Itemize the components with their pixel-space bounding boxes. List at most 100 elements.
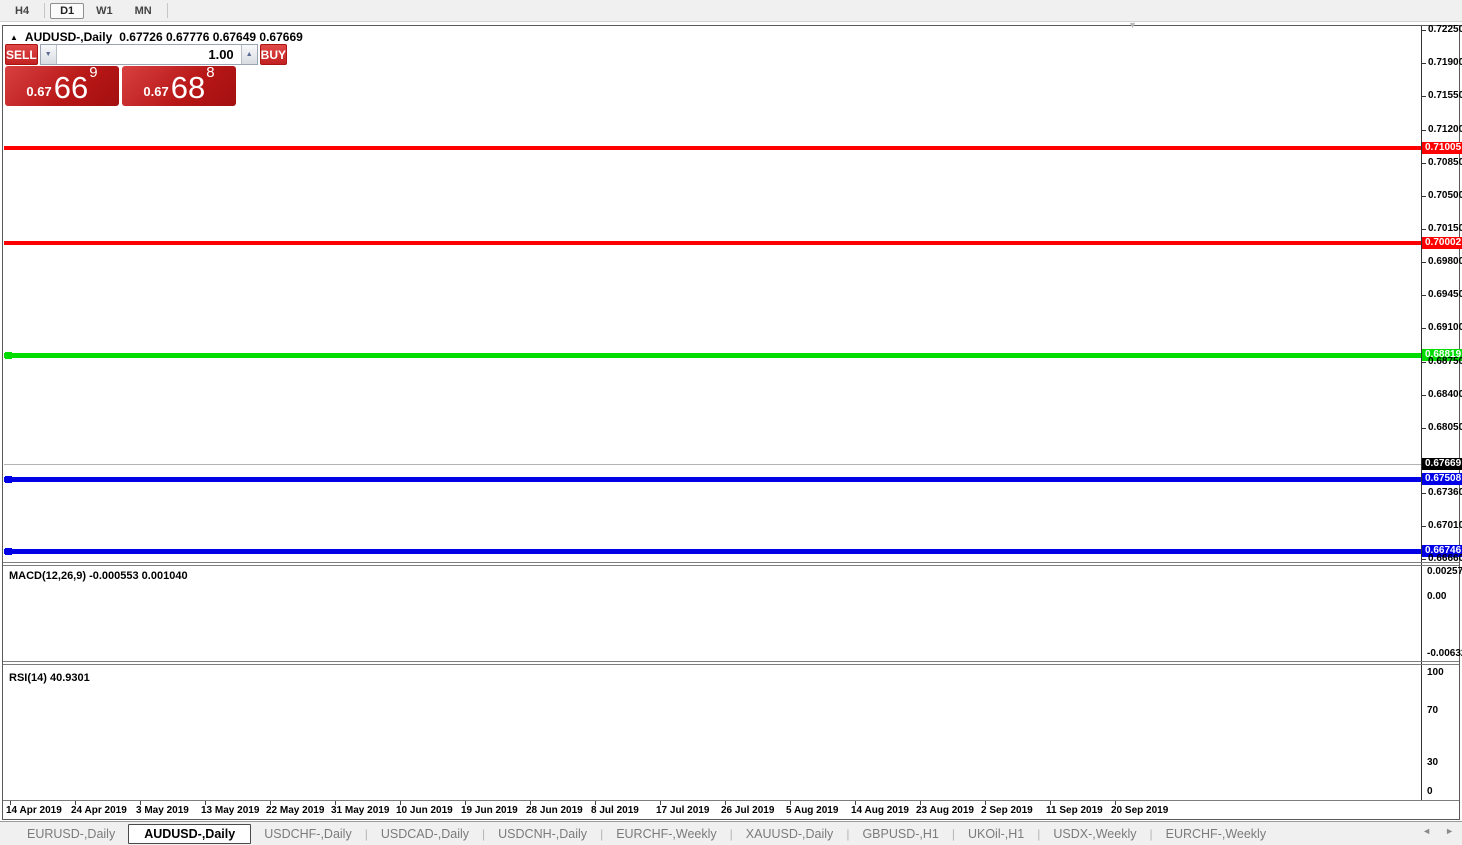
horizontal-level-line[interactable] xyxy=(4,476,1421,482)
volume-increase-icon[interactable]: ▲ xyxy=(240,45,257,64)
date-axis-label[interactable]: 11 Sep 2019 xyxy=(1046,805,1103,816)
chart-tab-usdx-weekly[interactable]: USDX-,Weekly xyxy=(1053,826,1137,841)
price-axis-tick-label[interactable]: 0.72250 xyxy=(1428,24,1462,36)
price-axis-tick-label[interactable]: 0.70150 xyxy=(1428,222,1462,234)
pane-separator[interactable] xyxy=(3,562,1459,563)
pane-separator[interactable] xyxy=(3,565,1459,566)
price-axis-tick-label[interactable]: 0.67360 xyxy=(1428,487,1462,499)
level-price-label: 0.70002 xyxy=(1422,237,1462,249)
price-axis-tick xyxy=(1421,228,1426,230)
date-axis-label[interactable]: 14 Apr 2019 xyxy=(6,805,62,816)
chart-tab-gbpusd-h1[interactable]: GBPUSD-,H1 xyxy=(862,826,939,841)
date-axis-label[interactable]: 17 Jul 2019 xyxy=(656,805,710,816)
horizontal-level-line[interactable] xyxy=(4,548,1421,554)
chart-tab-xauusd-daily[interactable]: XAUUSD-,Daily xyxy=(745,826,834,841)
date-axis-label[interactable]: 26 Jul 2019 xyxy=(721,805,775,816)
chart-tab-usdcad-daily[interactable]: USDCAD-,Daily xyxy=(380,826,470,841)
tab-scroll-left-icon[interactable]: ◄ xyxy=(1422,826,1432,836)
horizontal-level-line[interactable] xyxy=(4,241,1421,245)
date-axis-tick xyxy=(335,801,336,805)
price-axis-tick-label[interactable]: 0.70500 xyxy=(1428,189,1462,201)
price-axis-tick xyxy=(1421,559,1426,561)
sell-button[interactable]: SELL xyxy=(5,44,38,65)
buy-button[interactable]: BUY xyxy=(259,44,288,65)
date-axis-label[interactable]: 10 Jun 2019 xyxy=(396,805,453,816)
date-axis-label[interactable]: 28 Jun 2019 xyxy=(526,805,583,816)
price-axis-tick-label[interactable]: 0.69100 xyxy=(1428,322,1462,334)
volume-stepper: ▼ ▲ xyxy=(39,44,258,65)
price-axis-tick-label[interactable]: 0.68750 xyxy=(1428,355,1462,367)
date-axis-tick xyxy=(140,801,141,805)
chart-tab-eurchf-weekly[interactable]: EURCHF-,Weekly xyxy=(1165,826,1267,841)
price-axis-tick-label[interactable]: 0.67010 xyxy=(1428,520,1462,532)
date-axis-label[interactable]: 22 May 2019 xyxy=(266,805,325,816)
date-axis-label[interactable]: 20 Sep 2019 xyxy=(1111,805,1169,816)
price-axis-tick-label[interactable]: 0.69450 xyxy=(1428,289,1462,301)
one-click-trading-widget: SELL ▼ ▲ BUY 0.67 66 9 0.67 68 8 xyxy=(5,44,288,106)
chart-tab-eurusd-daily[interactable]: EURUSD-,Daily xyxy=(27,826,116,841)
date-axis-tick xyxy=(855,801,856,805)
tab-scroll-right-icon[interactable]: ► xyxy=(1445,826,1454,836)
price-axis-tick xyxy=(1421,129,1426,131)
sell-price-pip: 9 xyxy=(89,64,98,81)
symbol-period-label: AUDUSD-,Daily xyxy=(24,30,113,44)
macd-axis-label: -0.006326 xyxy=(1427,648,1462,659)
date-axis-tick xyxy=(725,801,726,805)
date-axis-label[interactable]: 3 May 2019 xyxy=(136,805,189,816)
price-axis-tick-label[interactable]: 0.69800 xyxy=(1428,256,1462,268)
date-axis-tick xyxy=(790,801,791,805)
date-axis-label[interactable]: 2 Sep 2019 xyxy=(981,805,1033,816)
collapse-panel-icon[interactable]: ▲ xyxy=(10,32,18,42)
date-axis-tick xyxy=(465,801,466,805)
chart-tab-ukoil-h1[interactable]: UKOil-,H1 xyxy=(967,826,1025,841)
chart-shift-marker-icon[interactable]: ▼ xyxy=(1128,20,1137,30)
price-axis-tick-label[interactable]: 0.71550 xyxy=(1428,90,1462,102)
chart-tab-usdchf-daily[interactable]: USDCHF-,Daily xyxy=(264,826,352,841)
price-axis-tick-label[interactable]: 0.70850 xyxy=(1428,156,1462,168)
sell-quote-panel[interactable]: 0.67 66 9 xyxy=(5,64,119,106)
tab-separator: | xyxy=(729,826,733,841)
date-axis-label[interactable]: 31 May 2019 xyxy=(331,805,390,816)
price-axis-tick xyxy=(1421,30,1426,32)
date-axis-tick xyxy=(10,801,11,805)
level-line-anchor[interactable] xyxy=(5,547,12,555)
sell-price-big: 66 xyxy=(53,70,89,105)
tab-separator: | xyxy=(600,826,604,841)
level-price-label: 0.66746 xyxy=(1422,545,1462,558)
price-axis-tick-label[interactable]: 0.66660 xyxy=(1428,553,1462,565)
chart-tab-audusd-daily[interactable]: AUDUSD-,Daily xyxy=(128,823,252,844)
price-axis-tick-label[interactable]: 0.68050 xyxy=(1428,421,1462,433)
price-axis-tick-label[interactable]: 0.71200 xyxy=(1428,123,1462,135)
date-axis-label[interactable]: 13 May 2019 xyxy=(201,805,260,816)
price-axis-separator xyxy=(1421,26,1422,800)
date-axis-label[interactable]: 14 Aug 2019 xyxy=(851,805,909,816)
price-axis-tick xyxy=(1421,493,1426,495)
date-axis-label[interactable]: 19 Jun 2019 xyxy=(461,805,518,816)
buy-quote-panel[interactable]: 0.67 68 8 xyxy=(122,64,236,106)
chart-tab-eurchf-weekly[interactable]: EURCHF-,Weekly xyxy=(616,826,717,841)
pane-separator[interactable] xyxy=(3,661,1459,662)
price-axis-tick-label[interactable]: 0.71900 xyxy=(1428,57,1462,69)
price-axis-tick xyxy=(1421,63,1426,65)
level-line-anchor[interactable] xyxy=(5,475,12,483)
horizontal-level-line[interactable] xyxy=(4,146,1421,151)
sell-price-prefix: 0.67 xyxy=(26,84,52,99)
horizontal-level-line[interactable] xyxy=(4,352,1421,358)
price-axis-tick-label[interactable]: 0.68400 xyxy=(1428,388,1462,400)
macd-axis-label: 0.002574 xyxy=(1427,565,1462,577)
level-price-label: 0.68819 xyxy=(1422,349,1462,361)
date-axis-tick xyxy=(1115,801,1116,805)
date-axis-label[interactable]: 24 Apr 2019 xyxy=(71,805,127,816)
date-axis-label[interactable]: 5 Aug 2019 xyxy=(786,805,839,816)
level-line-anchor[interactable] xyxy=(5,351,12,359)
volume-input[interactable] xyxy=(56,45,241,64)
date-axis-label[interactable]: 23 Aug 2019 xyxy=(916,805,974,816)
volume-decrease-icon[interactable]: ▼ xyxy=(40,45,57,64)
date-axis-tick xyxy=(270,801,271,805)
pane-separator[interactable] xyxy=(3,664,1459,665)
tab-separator: | xyxy=(951,826,955,841)
date-axis-label[interactable]: 8 Jul 2019 xyxy=(591,805,639,816)
tab-separator: | xyxy=(846,826,850,841)
chart-tab-usdcnh-daily[interactable]: USDCNH-,Daily xyxy=(498,826,588,841)
